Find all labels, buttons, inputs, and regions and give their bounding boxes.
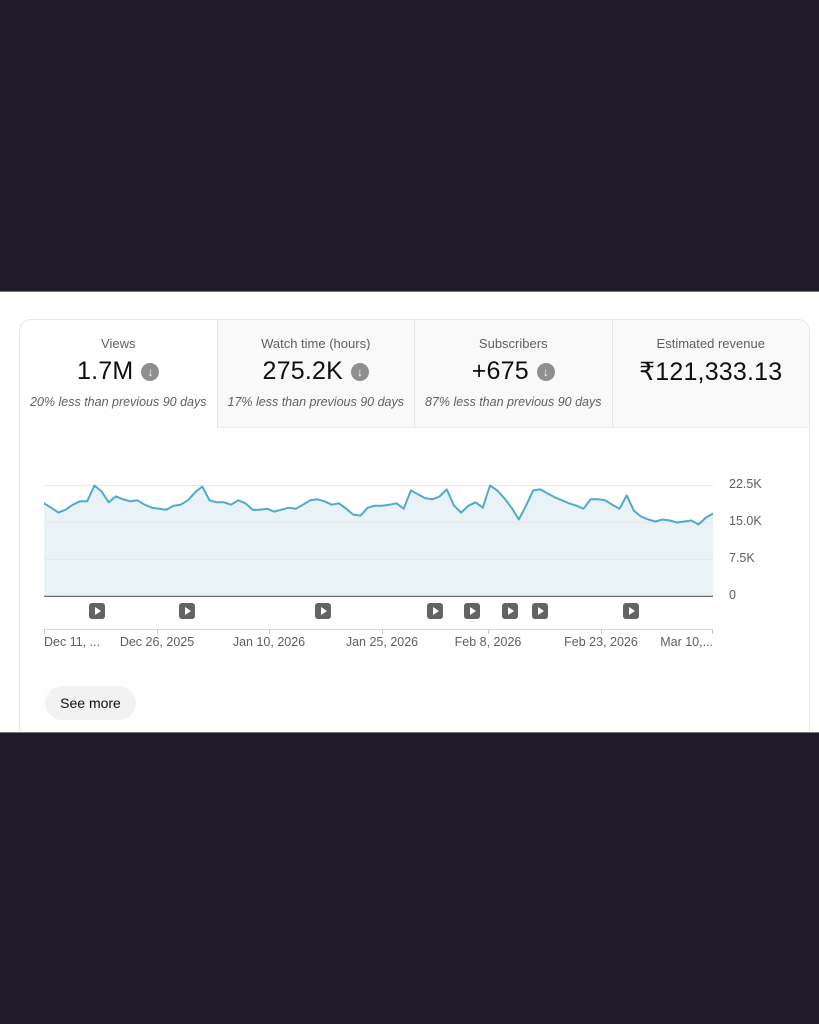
- video-publish-markers-row: [44, 603, 713, 619]
- y-axis-tick-label: 7.5K: [729, 551, 755, 565]
- metric-delta: 17% less than previous 90 days: [227, 395, 405, 409]
- arrow-down-circle-icon: ↓: [141, 362, 160, 381]
- tab-subscribers[interactable]: Subscribers +675 ↓ 87% less than previou…: [414, 320, 612, 428]
- play-triangle-icon: [185, 607, 191, 615]
- metric-value: 1.7M: [77, 357, 134, 385]
- video-publish-marker-icon[interactable]: [464, 603, 480, 619]
- area-chart-svg: [43, 484, 714, 598]
- x-axis-tick-label: Mar 10,...: [660, 635, 713, 649]
- x-axis-tick-label: Feb 23, 2026: [564, 635, 638, 649]
- video-publish-marker-icon[interactable]: [179, 603, 195, 619]
- x-axis-tick-label: Jan 25, 2026: [345, 635, 419, 649]
- x-axis-tick-label: Dec 26, 2025: [119, 635, 195, 649]
- play-triangle-icon: [470, 607, 476, 615]
- arrow-down-circle-icon: ↓: [536, 362, 555, 381]
- tab-estimated-revenue[interactable]: Estimated revenue ₹121,333.13: [611, 320, 809, 428]
- x-axis-line: [44, 629, 713, 634]
- metric-title: Watch time (hours): [261, 336, 371, 351]
- play-triangle-icon: [538, 607, 544, 615]
- x-axis-tick-label: Feb 8, 2026: [454, 635, 522, 649]
- metric-value: ₹121,333.13: [639, 358, 783, 386]
- views-area-chart[interactable]: [43, 451, 714, 598]
- play-triangle-icon: [508, 607, 514, 615]
- video-publish-marker-icon[interactable]: [532, 603, 548, 619]
- x-axis-tick-label: Jan 10, 2026: [232, 635, 306, 649]
- x-axis-tick-label: Dec 11, ...: [44, 635, 101, 649]
- top-letterbox: [0, 0, 819, 291]
- channel-analytics-card: Views 1.7M ↓ 20% less than previous 90 d…: [19, 319, 810, 732]
- analytics-screenshot-area: Views 1.7M ↓ 20% less than previous 90 d…: [0, 291, 819, 733]
- play-triangle-icon: [629, 607, 635, 615]
- metric-value: +675: [471, 357, 529, 385]
- metric-delta: 20% less than previous 90 days: [30, 395, 207, 409]
- play-triangle-icon: [321, 607, 327, 615]
- video-publish-marker-icon[interactable]: [315, 603, 331, 619]
- arrow-down-circle-icon: ↓: [350, 362, 369, 381]
- metric-delta: 87% less than previous 90 days: [425, 395, 602, 409]
- y-axis-tick-label: 15.0K: [729, 514, 762, 528]
- video-publish-marker-icon[interactable]: [427, 603, 443, 619]
- tab-views[interactable]: Views 1.7M ↓ 20% less than previous 90 d…: [20, 320, 217, 428]
- video-publish-marker-icon[interactable]: [502, 603, 518, 619]
- video-publish-marker-icon[interactable]: [89, 603, 105, 619]
- y-axis-tick-label: 22.5K: [729, 477, 762, 491]
- see-more-button[interactable]: See more: [45, 686, 136, 720]
- bottom-letterbox: [0, 733, 819, 1024]
- metric-value: 275.2K: [262, 357, 343, 385]
- tab-watch-time[interactable]: Watch time (hours) 275.2K ↓ 17% less tha…: [216, 320, 414, 428]
- metric-title: Views: [101, 336, 136, 351]
- video-publish-marker-icon[interactable]: [623, 603, 639, 619]
- play-triangle-icon: [95, 607, 101, 615]
- metric-title: Estimated revenue: [656, 336, 765, 351]
- metric-title: Subscribers: [478, 336, 548, 351]
- play-triangle-icon: [433, 607, 439, 615]
- see-more-label: See more: [60, 695, 121, 711]
- y-axis-tick-label: 0: [729, 588, 736, 602]
- metric-tabs: Views 1.7M ↓ 20% less than previous 90 d…: [20, 320, 809, 428]
